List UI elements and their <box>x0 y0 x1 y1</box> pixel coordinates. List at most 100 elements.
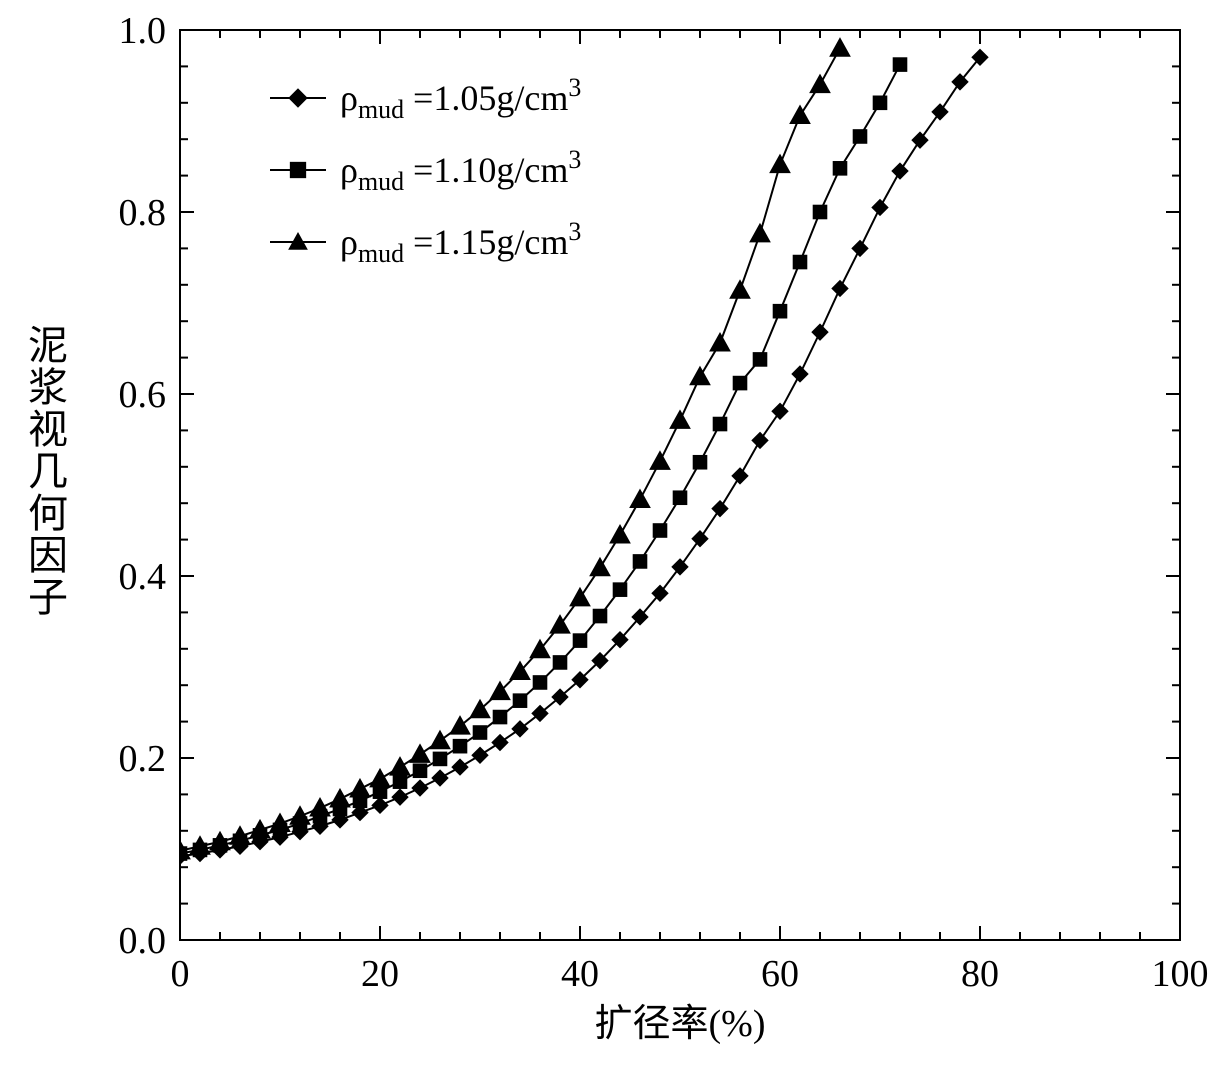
marker-square <box>733 376 747 390</box>
marker-square <box>793 255 807 269</box>
marker-triangle <box>430 731 450 749</box>
marker-square <box>753 353 767 367</box>
marker-diamond <box>752 432 768 448</box>
marker-diamond <box>872 199 888 215</box>
marker-triangle <box>610 525 630 543</box>
marker-diamond <box>372 797 388 813</box>
x-tick-label: 60 <box>761 953 799 995</box>
marker-diamond <box>392 789 408 805</box>
marker-diamond <box>472 747 488 763</box>
marker-triangle <box>770 155 790 173</box>
marker-square <box>593 609 607 623</box>
marker-triangle <box>750 224 770 242</box>
marker-diamond <box>289 89 307 107</box>
marker-diamond <box>932 104 948 120</box>
y-tick-label: 0.6 <box>119 374 167 416</box>
marker-square <box>573 634 587 648</box>
marker-square <box>713 417 727 431</box>
svg-text:几: 几 <box>28 449 68 494</box>
marker-diamond <box>832 280 848 296</box>
marker-square <box>813 205 827 219</box>
x-tick-label: 100 <box>1152 953 1209 995</box>
marker-triangle <box>650 451 670 469</box>
svg-text:泥: 泥 <box>28 323 68 368</box>
marker-triangle <box>550 615 570 633</box>
marker-triangle <box>570 588 590 606</box>
marker-diamond <box>412 780 428 796</box>
marker-diamond <box>712 501 728 517</box>
marker-diamond <box>492 735 508 751</box>
marker-square <box>473 726 487 740</box>
marker-diamond <box>432 770 448 786</box>
marker-triangle <box>370 769 390 787</box>
marker-triangle <box>630 490 650 508</box>
x-tick-label: 80 <box>961 953 999 995</box>
marker-triangle <box>330 789 350 807</box>
marker-square <box>893 58 907 72</box>
y-tick-label: 0.8 <box>119 192 167 234</box>
marker-square <box>553 656 567 670</box>
marker-triangle <box>810 75 830 93</box>
svg-text:子: 子 <box>28 575 68 620</box>
y-tick-label: 0.4 <box>119 556 167 598</box>
marker-diamond <box>732 468 748 484</box>
marker-diamond <box>852 240 868 256</box>
marker-triangle <box>730 280 750 298</box>
marker-square <box>433 752 447 766</box>
legend-label: ρmud =1.15g/cm3 <box>340 217 581 268</box>
marker-square <box>453 739 467 753</box>
marker-square <box>533 676 547 690</box>
marker-diamond <box>892 163 908 179</box>
marker-square <box>693 455 707 469</box>
marker-diamond <box>452 759 468 775</box>
marker-square <box>413 764 427 778</box>
svg-text:因: 因 <box>28 533 68 578</box>
marker-square <box>773 304 787 318</box>
svg-text:浆: 浆 <box>28 365 68 410</box>
legend-label: ρmud =1.05g/cm3 <box>340 73 581 124</box>
svg-text:视: 视 <box>28 407 68 452</box>
marker-square <box>633 555 647 569</box>
marker-triangle <box>670 410 690 428</box>
marker-triangle <box>830 38 850 56</box>
marker-square <box>513 694 527 708</box>
marker-triangle <box>270 814 290 832</box>
marker-diamond <box>772 403 788 419</box>
marker-triangle <box>690 367 710 385</box>
marker-square <box>653 524 667 538</box>
marker-triangle <box>590 558 610 576</box>
chart-svg: 0204060801000.00.20.40.60.81.0扩径率(%)泥浆视几… <box>0 0 1209 1092</box>
y-tick-label: 1.0 <box>119 10 167 52</box>
marker-diamond <box>912 132 928 148</box>
marker-triangle <box>290 806 310 824</box>
marker-triangle <box>390 757 410 775</box>
x-tick-label: 20 <box>361 953 399 995</box>
legend: ρmud =1.05g/cm3 ρmud =1.10g/cm3 ρmud =1.15… <box>270 73 581 268</box>
marker-triangle <box>790 106 810 124</box>
y-axis-label: 泥浆视几何因子 <box>28 323 68 620</box>
marker-square <box>853 130 867 144</box>
marker-diamond <box>512 721 528 737</box>
legend-label: ρmud =1.10g/cm3 <box>340 145 581 196</box>
marker-diamond <box>792 366 808 382</box>
marker-square <box>873 96 887 110</box>
marker-square <box>613 583 627 597</box>
marker-triangle <box>310 798 330 816</box>
marker-square <box>393 775 407 789</box>
y-tick-label: 0.2 <box>119 738 167 780</box>
y-tick-label: 0.0 <box>119 920 167 962</box>
marker-triangle <box>450 716 470 734</box>
marker-square <box>833 162 847 176</box>
svg-text:何: 何 <box>28 491 68 536</box>
marker-diamond <box>812 324 828 340</box>
x-axis-label: 扩径率(%) <box>595 1003 766 1045</box>
x-tick-label: 40 <box>561 953 599 995</box>
marker-diamond <box>692 531 708 547</box>
marker-triangle <box>710 333 730 351</box>
marker-triangle <box>410 744 430 762</box>
marker-square <box>290 162 305 177</box>
marker-diamond <box>672 559 688 575</box>
marker-triangle <box>350 779 370 797</box>
marker-square <box>493 710 507 724</box>
chart-container: 0204060801000.00.20.40.60.81.0扩径率(%)泥浆视几… <box>0 0 1209 1092</box>
